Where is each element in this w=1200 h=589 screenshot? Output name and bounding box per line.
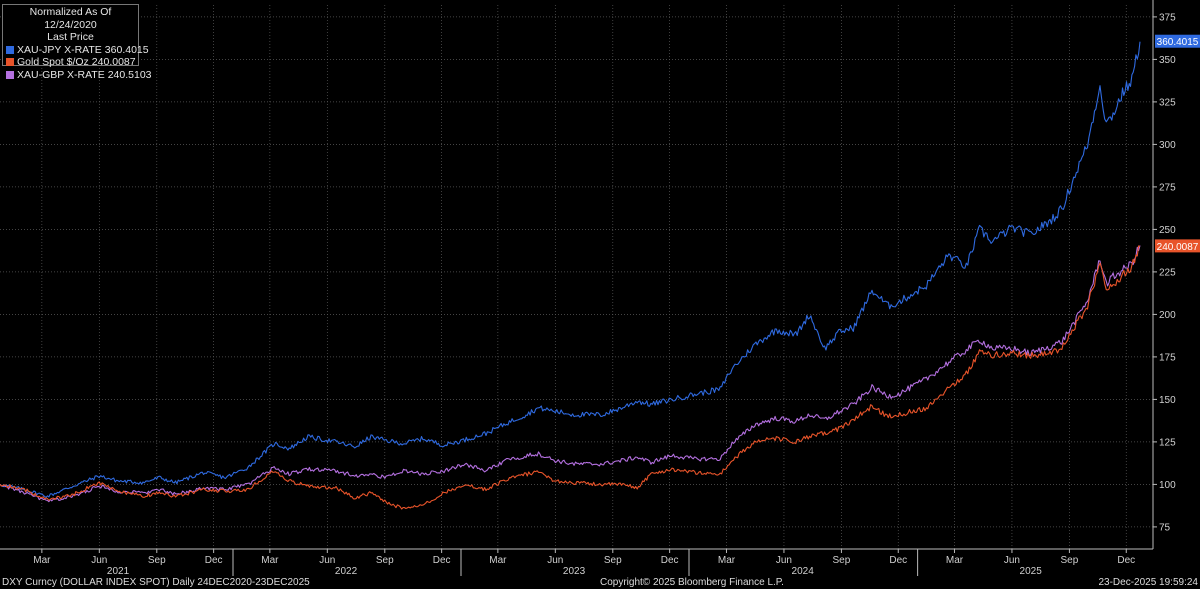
x-tick-label: Dec bbox=[661, 555, 679, 566]
y-tick-label: 325 bbox=[1159, 97, 1176, 108]
legend-title: Normalized As Of 12/24/2020 bbox=[29, 6, 112, 31]
y-tick-label: 300 bbox=[1159, 140, 1176, 151]
x-year-label: 2023 bbox=[563, 566, 586, 577]
x-tick-label: Jun bbox=[547, 555, 563, 566]
y-tick-label: 375 bbox=[1159, 12, 1176, 23]
legend-swatch bbox=[6, 70, 14, 79]
last-price-text: 240.0087 bbox=[1157, 242, 1199, 253]
x-axis: Mar Jun Sep Dec Mar Jun Sep Dec Mar Jun Sep Dec Mar J… bbox=[0, 548, 1153, 577]
legend-entry-xau-gbp: XAU-GBP X-RATE 240.5103 bbox=[6, 68, 152, 82]
last-price-labels: 360.4015 240.0087 bbox=[1155, 34, 1200, 253]
x-year-label: 2025 bbox=[1020, 566, 1043, 577]
x-tick-label: Jun bbox=[776, 555, 792, 566]
series-line-2 bbox=[0, 245, 1141, 510]
x-year-label: 2022 bbox=[335, 566, 358, 577]
y-tick-label: 275 bbox=[1159, 182, 1176, 193]
x-tick-label: Mar bbox=[946, 555, 964, 566]
x-tick-label: Jun bbox=[319, 555, 335, 566]
y-tick-label: 125 bbox=[1159, 437, 1176, 448]
x-tick-label: Sep bbox=[376, 555, 394, 566]
series-line-1 bbox=[0, 245, 1141, 503]
legend-label: XAU-JPY X-RATE bbox=[17, 43, 102, 56]
footer-copyright: Copyright© 2025 Bloomberg Finance L.P. bbox=[600, 577, 784, 588]
legend-entry-gold-spot: Gold Spot $/Oz 240.0087 bbox=[6, 56, 136, 69]
y-tick-label: 175 bbox=[1159, 352, 1176, 363]
last-price-tag bbox=[1155, 34, 1200, 48]
x-tick-label: Jun bbox=[1004, 555, 1020, 566]
x-tick-label: Sep bbox=[148, 555, 166, 566]
x-tick-label: Mar bbox=[489, 555, 507, 566]
x-tick-label: Sep bbox=[833, 555, 851, 566]
legend-label: Gold Spot $/Oz bbox=[17, 56, 89, 68]
x-tick-label: Mar bbox=[718, 555, 736, 566]
legend-value: 360.4015 bbox=[104, 43, 149, 56]
x-tick-label: Dec bbox=[1117, 555, 1135, 566]
series-line-0 bbox=[0, 41, 1141, 498]
x-year-label: 2021 bbox=[107, 566, 130, 577]
footer-security-info: DXY Curncy (DOLLAR INDEX SPOT) Daily 24D… bbox=[2, 577, 310, 588]
x-tick-label: Mar bbox=[33, 555, 51, 566]
legend-label: XAU-GBP X-RATE bbox=[17, 68, 105, 81]
x-tick-label: Mar bbox=[261, 555, 279, 566]
legend-entry-xau-jpy: XAU-JPY X-RATE 360.4015 bbox=[6, 43, 149, 57]
x-tick-label: Dec bbox=[205, 555, 223, 566]
x-year-label: 2024 bbox=[792, 566, 815, 577]
y-tick-label: 150 bbox=[1159, 395, 1176, 406]
grid-lines bbox=[0, 5, 1153, 549]
x-tick-label: Jun bbox=[91, 555, 107, 566]
y-tick-label: 250 bbox=[1159, 225, 1176, 236]
legend: Normalized As Of 12/24/2020 Last Price X… bbox=[2, 4, 152, 81]
legend-swatch bbox=[6, 45, 14, 54]
y-tick-label: 100 bbox=[1159, 480, 1176, 491]
y-tick-label: 200 bbox=[1159, 310, 1176, 321]
legend-subtitle: Last Price bbox=[47, 31, 94, 43]
y-tick-label: 225 bbox=[1159, 267, 1176, 278]
y-tick-label: 75 bbox=[1159, 522, 1171, 533]
last-price-text: 360.4015 bbox=[1157, 37, 1199, 48]
series-lines bbox=[0, 41, 1141, 510]
legend-value: 240.5103 bbox=[107, 68, 152, 81]
x-tick-label: Sep bbox=[604, 555, 622, 566]
y-axis: 75 100 125 150 175 200 225 250 275 300 325 350 375 bbox=[1152, 0, 1176, 549]
y-tick-label: 350 bbox=[1159, 55, 1176, 66]
footer-timestamp: 23-Dec-2025 19:59:24 bbox=[1098, 577, 1198, 588]
legend-value: 240.0087 bbox=[91, 56, 136, 68]
x-tick-label: Dec bbox=[889, 555, 907, 566]
legend-swatch bbox=[6, 58, 14, 67]
x-tick-label: Dec bbox=[433, 555, 451, 566]
x-tick-label: Sep bbox=[1061, 555, 1079, 566]
last-price-tag bbox=[1155, 239, 1200, 253]
